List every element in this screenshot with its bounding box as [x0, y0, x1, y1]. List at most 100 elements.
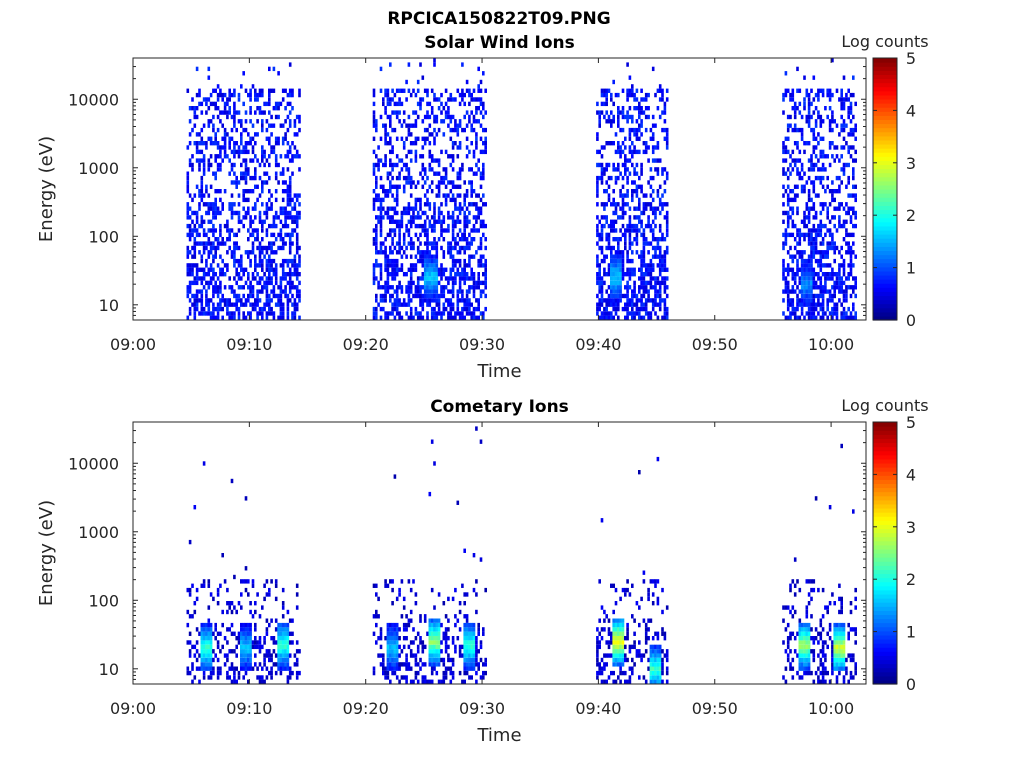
heatmap-cell — [663, 254, 667, 259]
heatmap-cell — [375, 228, 378, 233]
heatmap-cell — [240, 219, 243, 224]
heatmap-cell — [842, 280, 846, 286]
heatmap-cell — [223, 653, 227, 658]
heatmap-cell — [470, 202, 473, 207]
heatmap-cell — [461, 272, 464, 277]
heatmap-cell — [605, 679, 608, 684]
heatmap-cell — [479, 557, 483, 562]
heatmap-cell — [440, 267, 443, 272]
heatmap-cell — [228, 245, 231, 251]
heatmap-cell — [389, 631, 392, 636]
heatmap-cell — [619, 263, 622, 268]
heatmap-cell — [258, 263, 262, 268]
heatmap-cell — [274, 175, 278, 181]
heatmap-cell — [216, 644, 220, 650]
heatmap-cell — [451, 180, 455, 185]
heatmap-cell — [428, 618, 432, 623]
heatmap-cell — [456, 241, 460, 246]
heatmap-cell — [849, 92, 853, 98]
heatmap-cell — [854, 311, 857, 316]
heatmap-cell — [852, 263, 855, 268]
heatmap-cell — [824, 280, 827, 286]
heatmap-cell — [644, 302, 648, 307]
heatmap-cell — [791, 272, 795, 277]
heatmap-cell — [233, 162, 236, 168]
heatmap-cell — [458, 627, 462, 632]
heatmap-cell — [607, 618, 611, 623]
heatmap-cell — [375, 315, 378, 320]
heatmap-cell — [212, 306, 215, 312]
heatmap-cell — [821, 162, 825, 168]
heatmap-cell — [188, 267, 192, 272]
heatmap-cell — [807, 258, 811, 264]
heatmap-cell — [621, 141, 625, 146]
heatmap-cell — [603, 101, 606, 107]
colorbar-segment — [873, 287, 897, 292]
heatmap-cell — [188, 640, 192, 645]
heatmap-cell — [475, 306, 478, 312]
heatmap-cell — [482, 175, 485, 181]
heatmap-cell — [391, 267, 394, 272]
heatmap-cell — [428, 640, 432, 645]
heatmap-cell — [838, 206, 841, 211]
heatmap-cell — [610, 263, 613, 268]
heatmap-cell — [663, 180, 667, 185]
heatmap-cell — [786, 123, 790, 128]
heatmap-cell — [202, 662, 206, 667]
heatmap-cell — [435, 622, 439, 628]
heatmap-cell — [268, 189, 271, 194]
heatmap-cell — [226, 132, 229, 137]
heatmap-cell — [265, 267, 269, 272]
heatmap-cell — [626, 110, 629, 115]
heatmap-cell — [449, 670, 453, 676]
heatmap-cell — [603, 653, 606, 658]
heatmap-cell — [391, 657, 394, 663]
heatmap-cell — [651, 306, 655, 312]
heatmap-cell — [193, 675, 197, 680]
heatmap-cell — [375, 583, 378, 588]
heatmap-cell — [202, 228, 206, 233]
heatmap-cell — [261, 184, 264, 189]
heatmap-cell — [219, 92, 222, 98]
heatmap-cell — [258, 215, 262, 220]
heatmap-cell — [186, 285, 190, 290]
heatmap-cell — [789, 97, 792, 102]
colorbar-segment — [873, 229, 897, 235]
heatmap-cell — [631, 289, 634, 294]
heatmap-cell — [654, 285, 657, 290]
heatmap-cell — [407, 241, 411, 246]
heatmap-cell — [226, 311, 229, 316]
heatmap-cell — [237, 210, 241, 216]
heatmap-cell — [223, 636, 227, 641]
heatmap-cell — [398, 315, 401, 320]
heatmap-cell — [607, 223, 611, 229]
heatmap-cell — [626, 228, 629, 233]
heatmap-cell — [640, 263, 643, 268]
heatmap-cell — [256, 640, 259, 645]
heatmap-cell — [258, 311, 262, 316]
heatmap-cell — [268, 272, 271, 277]
heatmap-cell — [635, 215, 639, 220]
heatmap-cell — [233, 250, 236, 255]
heatmap-cell — [617, 145, 620, 150]
heatmap-cell — [254, 636, 257, 641]
heatmap-cell — [624, 202, 627, 207]
heatmap-cell — [405, 614, 408, 619]
heatmap-cell — [212, 311, 215, 316]
heatmap-cell — [852, 241, 855, 246]
heatmap-cell — [835, 315, 839, 320]
heatmap-cell — [279, 670, 283, 676]
heatmap-cell — [661, 258, 664, 264]
heatmap-cell — [237, 293, 241, 299]
heatmap-cell — [463, 298, 466, 303]
heatmap-cell — [665, 141, 669, 146]
heatmap-cell — [658, 97, 662, 102]
heatmap-cell — [596, 101, 599, 107]
heatmap-cell — [624, 237, 627, 242]
heatmap-cell — [633, 272, 636, 277]
heatmap-cell — [435, 171, 439, 176]
heatmap-cell — [651, 114, 655, 120]
heatmap-cell — [268, 311, 271, 316]
heatmap-cell — [268, 66, 271, 72]
heatmap-cell — [451, 127, 455, 133]
